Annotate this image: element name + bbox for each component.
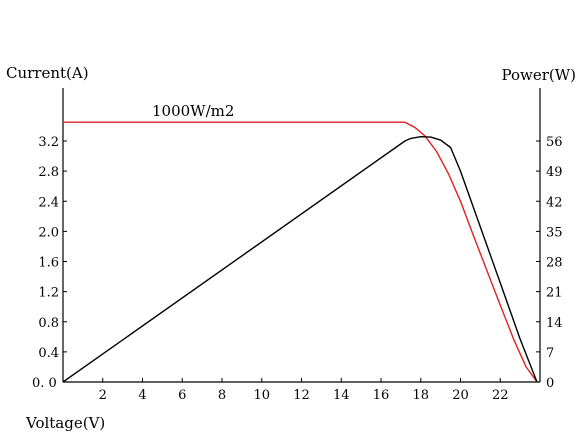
x-tick-label: 10 xyxy=(253,388,270,403)
irradiance-annotation: 1000W/m2 xyxy=(152,102,234,120)
left-y-tick-label: 2.8 xyxy=(38,165,59,180)
x-tick-label: 12 xyxy=(293,388,310,403)
left-y-tick-label: 2.4 xyxy=(38,195,59,210)
x-axis-title: Voltage(V) xyxy=(25,414,105,432)
left-y-tick-label: 3.2 xyxy=(38,135,59,150)
right-y-tick-label: 0 xyxy=(546,376,554,391)
x-tick-label: 14 xyxy=(333,388,350,403)
right-y-tick-label: 42 xyxy=(546,195,563,210)
x-tick-label: 2 xyxy=(99,388,107,403)
right-y-axis-title: Power(W) xyxy=(501,66,576,84)
left-y-axis-ticks: 0.4 0.8 1.2 1.6 2.0 2.4 2.8 3.2 xyxy=(38,135,67,361)
right-y-tick-label: 56 xyxy=(546,135,563,150)
right-y-tick-label: 28 xyxy=(546,256,563,271)
right-y-tick-label: 14 xyxy=(546,316,563,331)
current-curve xyxy=(63,121,538,383)
left-y-tick-label: 2.0 xyxy=(38,225,59,240)
left-y-axis-title: Current(A) xyxy=(6,64,89,82)
left-y-tick-label: 0.8 xyxy=(38,316,59,331)
x-axis-ticks: 2 4 6 8 10 12 14 16 18 20 22 xyxy=(62,378,509,403)
right-y-axis-ticks: 0 7 14 21 28 35 42 49 56 xyxy=(536,135,563,391)
right-y-tick-label: 49 xyxy=(546,165,563,180)
origin-label: 0. 0 xyxy=(32,376,57,391)
x-tick-label: 22 xyxy=(492,388,509,403)
x-tick-label: 6 xyxy=(178,388,186,403)
x-tick-label: 16 xyxy=(373,388,390,403)
x-tick-label: 8 xyxy=(218,388,226,403)
right-y-tick-label: 21 xyxy=(546,286,563,301)
right-y-tick-label: 7 xyxy=(546,346,554,361)
x-tick-label: 18 xyxy=(412,388,429,403)
left-y-tick-label: 0.4 xyxy=(38,346,59,361)
left-y-tick-label: 1.2 xyxy=(38,286,59,301)
series-layer xyxy=(62,121,538,383)
right-y-tick-label: 35 xyxy=(546,225,563,240)
power-curve xyxy=(62,136,538,383)
left-y-tick-label: 1.6 xyxy=(38,256,59,271)
x-tick-label: 20 xyxy=(452,388,469,403)
x-tick-label: 4 xyxy=(138,388,146,403)
